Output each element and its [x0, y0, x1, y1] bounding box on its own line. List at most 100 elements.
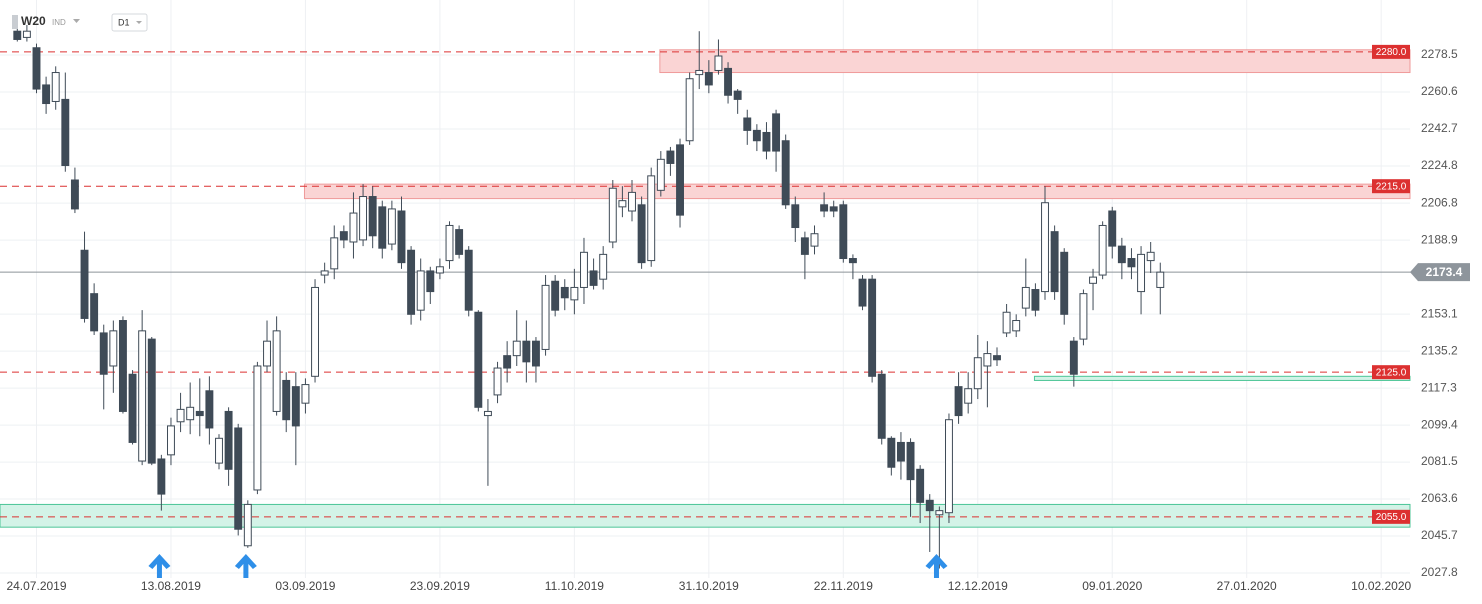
candle [820, 192, 829, 218]
candle [243, 500, 252, 548]
candle [1069, 337, 1078, 387]
candle-body [531, 340, 540, 367]
candle [99, 324, 108, 410]
candle [215, 434, 223, 470]
candle [435, 258, 444, 280]
x-tick-label: 03.09.2019 [275, 579, 335, 593]
candle-body [560, 286, 569, 299]
candle-body [570, 286, 579, 301]
y-tick-label: 2206.8 [1421, 195, 1458, 209]
candle [704, 60, 713, 94]
level-label: 2215.0 [1376, 181, 1407, 192]
candle-body [772, 113, 781, 152]
y-tick-label: 2224.8 [1421, 158, 1458, 172]
candle [925, 494, 934, 552]
candle [474, 310, 483, 412]
candle-body [503, 355, 512, 369]
candle [551, 275, 560, 317]
candle-body [637, 204, 646, 264]
candle-body [243, 503, 252, 547]
candle-body [1156, 271, 1165, 288]
candle-body [118, 320, 127, 412]
candle-body [157, 458, 166, 495]
candle-body [32, 47, 41, 90]
candle-body [647, 175, 656, 262]
candle [464, 246, 473, 317]
candle [22, 25, 31, 42]
candle-body [378, 206, 387, 249]
candle-body [820, 204, 829, 212]
candle [339, 225, 348, 249]
candle-body [359, 196, 368, 241]
candle-body [215, 437, 223, 464]
candle-body [935, 510, 944, 516]
candle [743, 109, 752, 145]
candle-body [1069, 340, 1078, 375]
candle [13, 27, 22, 42]
candle-body [858, 278, 867, 307]
y-tick-label: 2063.6 [1421, 491, 1458, 505]
candle-body [800, 237, 809, 255]
signal-arrow [234, 554, 257, 578]
zone [659, 49, 1411, 74]
candle-body [551, 280, 560, 311]
candle [1021, 258, 1030, 317]
candle [359, 184, 368, 247]
candle-body [541, 284, 550, 350]
zone [0, 503, 1411, 528]
candle [51, 66, 60, 110]
candle [839, 200, 848, 263]
candle-body [993, 355, 1001, 361]
candle [263, 320, 271, 373]
y-tick-label: 2188.9 [1421, 232, 1458, 246]
candle-body [695, 69, 704, 76]
candle-body [1146, 251, 1155, 262]
candle [205, 376, 214, 445]
candle [647, 167, 656, 267]
candle-body [195, 410, 204, 417]
candle-body [147, 338, 156, 464]
candle-body [685, 78, 694, 142]
symbol-icon [12, 15, 18, 29]
candle [887, 436, 896, 476]
candle [560, 279, 569, 311]
candle-body [272, 330, 281, 412]
candle [916, 465, 925, 524]
candle [628, 179, 636, 222]
candle [964, 372, 973, 414]
candle [531, 337, 540, 383]
candle [483, 399, 492, 486]
candle [608, 179, 617, 249]
candle-body [253, 365, 262, 491]
level-label: 2125.0 [1376, 367, 1407, 378]
dropdown-arrow[interactable] [73, 19, 80, 23]
candle [973, 334, 982, 400]
candle-body [1060, 251, 1069, 315]
candle [829, 200, 838, 218]
y-tick-label: 2242.7 [1421, 121, 1458, 135]
candle [282, 372, 291, 433]
y-tick-label: 2153.1 [1421, 306, 1458, 320]
candle-body [896, 441, 905, 462]
candle-body [445, 224, 454, 262]
candle [772, 109, 781, 172]
candle-body [964, 388, 973, 404]
timeframe-box[interactable] [111, 13, 148, 32]
candle-body [90, 293, 99, 332]
candle [397, 196, 406, 269]
candle [176, 392, 185, 433]
candle-body [868, 278, 877, 377]
candle-body [839, 204, 848, 260]
candle [147, 337, 156, 466]
candle-body [1021, 286, 1030, 309]
candle-body [224, 410, 233, 470]
dropdown-arrow[interactable] [136, 21, 142, 24]
x-tick-label: 24.07.2019 [6, 579, 66, 593]
candle [993, 347, 1001, 366]
candle-body [925, 499, 934, 512]
candle [1156, 262, 1165, 315]
level-label: 2055.0 [1376, 512, 1407, 523]
candle-body [945, 419, 953, 514]
level-label: 2280.0 [1376, 47, 1407, 58]
